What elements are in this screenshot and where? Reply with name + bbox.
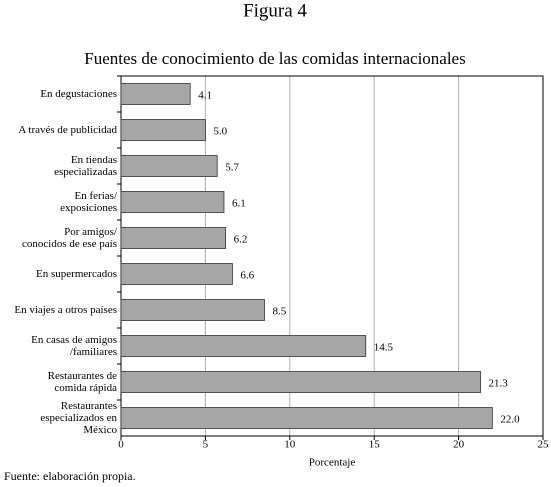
x-tick-label: 20	[453, 439, 465, 451]
bar	[120, 83, 191, 105]
bar	[120, 155, 218, 177]
value-label: 14.5	[374, 342, 394, 354]
value-label: 5.0	[213, 126, 227, 138]
value-label: 21.3	[489, 378, 509, 390]
source: Fuente: elaboración propia.	[4, 469, 136, 483]
value-label: 6.1	[232, 198, 246, 210]
value-label: 6.2	[234, 234, 248, 246]
y-tick-label: Restaurantes de comida rápida	[47, 370, 117, 394]
value-label: 6.6	[240, 270, 254, 282]
y-tick-label: En tiendas especializadas	[54, 154, 117, 178]
x-tick-label: 5	[203, 439, 209, 451]
bar	[120, 407, 493, 429]
y-tick-label: Restaurantes especializados en México	[40, 400, 117, 436]
value-label: 5.7	[225, 162, 239, 174]
y-tick-label: En degustaciones	[40, 88, 117, 100]
y-tick-label: En casas de amigos /familiares	[31, 334, 117, 358]
bar	[120, 371, 481, 393]
bar	[120, 119, 206, 141]
chart-title: Fuentes de conocimiento de las comidas i…	[84, 49, 465, 68]
bar	[120, 263, 233, 285]
value-label: 8.5	[272, 306, 286, 318]
bar	[120, 299, 265, 321]
x-axis-label: Porcentaje	[309, 457, 356, 469]
value-label: 4.1	[198, 90, 212, 102]
y-tick-label: A través de publicidad	[18, 124, 117, 136]
bar	[120, 227, 227, 249]
y-tick-label: Por amigos/ conocidos de ese país	[22, 226, 117, 250]
y-tick-label: En viajes a otros países	[14, 304, 117, 316]
value-label: 22.0	[500, 414, 520, 426]
figure-label: Figura 4	[243, 0, 307, 21]
bar	[120, 335, 367, 357]
x-tick-label: 15	[369, 439, 381, 451]
bar	[120, 191, 225, 213]
x-tick-label: 10	[284, 439, 296, 451]
x-tick-label: 0	[118, 439, 124, 451]
x-tick-label: 25	[538, 439, 550, 451]
y-tick-label: En ferias/ exposiciones	[60, 190, 117, 214]
y-tick-label: En supermercados	[36, 268, 117, 280]
